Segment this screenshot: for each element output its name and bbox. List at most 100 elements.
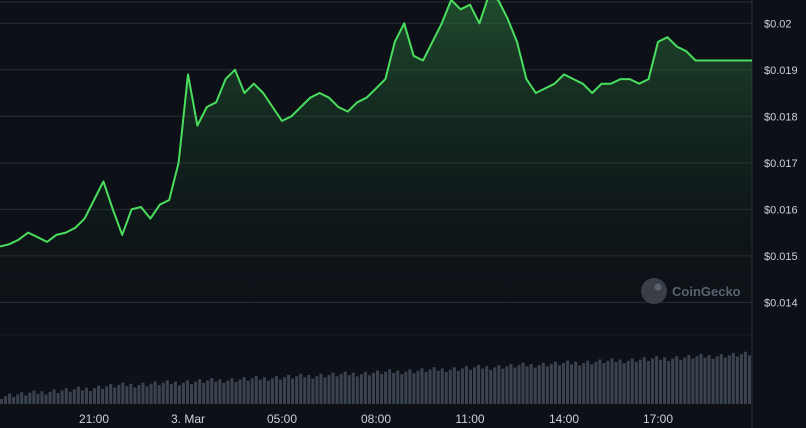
volume-bar [477,364,481,404]
volume-bar [137,385,141,404]
volume-bar [416,370,420,404]
volume-bar [743,351,747,404]
volume-bar [582,363,586,404]
y-tick-label: $0.015 [764,251,798,263]
volume-bar [691,358,695,404]
volume-bar [586,360,590,404]
volume-bar [384,371,388,404]
volume-bar [181,382,185,404]
coingecko-logo-icon [641,278,667,304]
volume-bar [331,372,335,404]
volume-bar [610,358,614,404]
volume-bar [218,379,222,404]
volume-bars [0,351,751,404]
volume-bar [371,372,375,404]
volume-bar [452,367,456,404]
volume-bar [618,359,622,404]
volume-bar [161,382,165,404]
volume-bar [44,394,48,404]
volume-bar [206,380,210,404]
volume-bar [367,375,371,404]
price-area [0,0,752,314]
volume-bar [173,381,177,404]
volume-bar [335,376,339,404]
volume-bar [687,355,691,404]
volume-bar [376,370,380,404]
price-line [0,0,752,248]
volume-bar [97,385,101,404]
volume-bar [84,387,88,404]
volume-bar [121,382,125,404]
volume-bar [703,357,707,404]
volume-bar [274,376,278,404]
volume-bar [654,356,659,404]
volume-bar [153,381,157,404]
volume-bar [468,369,473,404]
volume-bar [464,366,468,404]
volume-bar [711,358,715,404]
volume-bar [396,370,400,404]
volume-bar [557,365,561,404]
watermark: CoinGecko [641,278,741,304]
volume-bar [683,357,687,404]
x-tick-label: 11:00 [455,412,484,426]
x-tick-label: 14:00 [549,412,579,426]
volume-bar [424,371,428,404]
volume-bar [12,396,16,404]
volume-bar [351,372,355,404]
volume-bar [149,383,153,404]
volume-bar [311,378,315,404]
x-tick-label: 05:00 [267,412,297,426]
volume-bar [283,377,287,404]
volume-bar [695,356,699,404]
volume-bar [489,369,493,404]
volume-bar [56,392,60,404]
volume-bar [355,376,359,404]
volume-bar [101,388,105,404]
volume-bar [578,365,582,404]
volume-bar [561,362,566,404]
volume-bar [659,359,663,404]
volume-bar [675,356,679,404]
volume-bar [509,363,513,404]
volume-bar [428,369,432,404]
volume-bar [420,368,424,404]
volume-bar [392,372,396,404]
volume-bar [52,389,56,404]
volume-bar [739,354,743,404]
y-tick-label: $0.018 [764,111,798,123]
volume-bar [287,374,291,404]
volume-bar [432,367,436,404]
volume-bar [222,383,226,404]
volume-bar [545,366,549,404]
volume-bar [444,372,448,404]
volume-bar [24,395,28,404]
volume-bar [646,360,650,404]
volume-bar [602,363,606,404]
volume-bar [68,391,72,404]
volume-bar [246,380,250,404]
volume-bar [553,361,557,404]
volume-bar [299,373,303,404]
x-axis-ticks: 21:00 3. Mar 05:00 08:00 11:00 14:00 17:00 [79,412,673,426]
volume-bar [198,379,202,404]
volume-bar [291,378,295,404]
volume-bar [48,391,52,404]
volume-bar [319,373,323,404]
volume-bar [157,385,161,404]
volume-bar [493,367,497,404]
volume-bar [408,369,412,404]
volume-bar [735,356,739,404]
volume-bar [40,391,44,404]
volume-bar [598,359,602,404]
volume-bar [626,360,630,404]
volume-bar [262,377,266,404]
volume-bar [638,359,642,404]
volume-bar [8,393,12,404]
volume-bar [485,366,489,404]
y-axis-ticks: $0.014 $0.015 $0.016 $0.017 $0.018 $0.019 $0.0… [764,18,798,309]
volume-bar [719,354,723,404]
volume-bar [238,379,242,404]
volume-bar [202,382,206,404]
volume-bar [339,373,343,404]
